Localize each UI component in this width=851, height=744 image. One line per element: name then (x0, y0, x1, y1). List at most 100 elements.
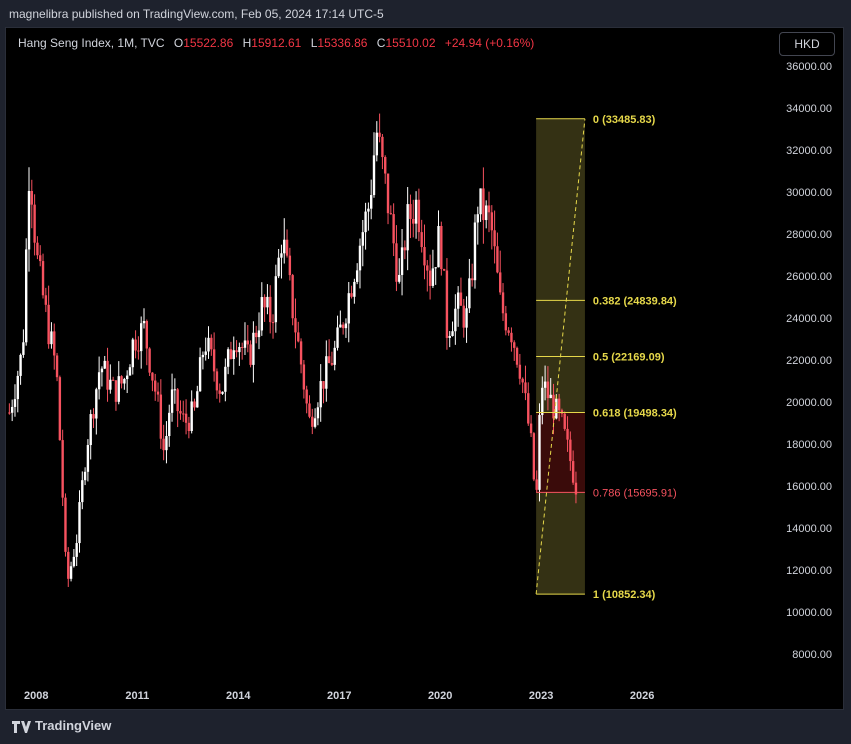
candle-body (285, 239, 289, 256)
candle-body (339, 324, 342, 328)
candle-body (330, 363, 334, 365)
candle-body (229, 349, 233, 359)
candle-body (571, 461, 575, 483)
candle-body (521, 378, 524, 383)
fib-level-label: 0.382 (24839.84) (593, 295, 677, 307)
candle-body (221, 391, 224, 394)
low-label: L (310, 36, 318, 50)
candle-body (196, 391, 199, 408)
candle-body (95, 389, 98, 419)
candle-body (319, 381, 322, 408)
candle-body (176, 389, 179, 412)
candle-body (529, 423, 533, 434)
candle-body (496, 246, 499, 273)
candle-body (100, 368, 104, 373)
candle-body (510, 332, 513, 343)
candle-body (156, 391, 160, 395)
candle-body (395, 243, 398, 282)
candle-body (58, 377, 62, 441)
y-tick-label: 30000.00 (786, 187, 832, 199)
candle-body (151, 372, 154, 381)
candle-body (473, 222, 477, 281)
price-chart[interactable]: 0 (33485.83) 0.382 (24839.84) 0.5 (22169.0… (6, 28, 843, 709)
candle-body (30, 190, 34, 205)
candle-body (274, 276, 278, 323)
candle-body (8, 412, 11, 414)
candle-body (137, 350, 140, 352)
candle-body (226, 349, 230, 367)
candle-body (566, 428, 569, 440)
candle-body (355, 270, 359, 282)
candle-body (476, 214, 479, 223)
candle-body (297, 332, 300, 342)
candle-body (490, 212, 494, 231)
candle-body (249, 344, 252, 365)
x-tick-label: 2017 (327, 690, 351, 702)
candle-body (111, 379, 115, 381)
candle-body (224, 366, 227, 392)
candle-body (445, 270, 449, 338)
y-tick-label: 8000.00 (792, 649, 832, 661)
fib-trend-line (535, 118, 586, 595)
candle-body (327, 356, 331, 364)
candle-body (392, 214, 395, 244)
candle-body (61, 440, 64, 498)
candle-body (375, 132, 379, 156)
candle-body (515, 347, 519, 365)
candle-body (182, 413, 185, 415)
candle-body (212, 349, 216, 372)
candle-body (386, 173, 390, 214)
candle-body (215, 371, 219, 391)
candle-body (451, 331, 454, 336)
x-tick-label: 2020 (428, 690, 452, 702)
candle-body (24, 249, 28, 343)
candle-body (13, 399, 17, 407)
candle-body (487, 205, 491, 213)
candle-body (246, 340, 249, 345)
candle-body (574, 482, 578, 495)
candle-body (367, 208, 370, 212)
candle-body (470, 278, 474, 281)
candle-body (280, 253, 283, 258)
candle-body (173, 389, 177, 391)
y-tick-label: 34000.00 (786, 103, 832, 115)
x-tick-label: 2023 (529, 690, 553, 702)
tradingview-logo-icon (12, 720, 31, 733)
candle-body (16, 375, 19, 400)
candle-body (350, 293, 353, 297)
candle-body (252, 332, 255, 365)
candle-body (504, 313, 508, 331)
candle-body (532, 433, 536, 480)
fib-level-label: 0.786 (15695.91) (593, 487, 677, 499)
y-tick-label: 28000.00 (786, 229, 832, 241)
candle-body (468, 278, 471, 309)
tradingview-brand: TradingView (35, 718, 112, 733)
y-tick-label: 16000.00 (786, 481, 832, 493)
fib-level-label: 0.618 (19498.34) (593, 408, 677, 420)
candle-body (277, 257, 280, 277)
candle-body (501, 292, 505, 314)
candle-body (313, 418, 317, 427)
candle-body (426, 265, 429, 271)
candle-body (369, 195, 373, 209)
candle-body (254, 332, 258, 338)
candle-body (465, 308, 468, 328)
candle-body (291, 275, 294, 319)
candle-body (41, 261, 45, 296)
y-tick-label: 10000.00 (786, 607, 832, 619)
candle-body (384, 157, 387, 174)
candle-body (154, 380, 157, 392)
candle-body (563, 413, 566, 429)
high-value: 15912.61 (251, 36, 302, 50)
candle-body (64, 497, 67, 552)
candle-body (75, 543, 78, 557)
chart-pane[interactable]: 0 (33485.83) 0.382 (24839.84) 0.5 (22169.0… (5, 27, 844, 710)
currency-button[interactable]: HKD (779, 32, 835, 56)
candles (8, 113, 578, 587)
candle-body (128, 367, 132, 376)
candle-body (389, 213, 393, 215)
candle-body (44, 295, 48, 305)
candle-body (235, 350, 238, 353)
candle-body (513, 342, 516, 348)
candle-body (232, 350, 235, 359)
